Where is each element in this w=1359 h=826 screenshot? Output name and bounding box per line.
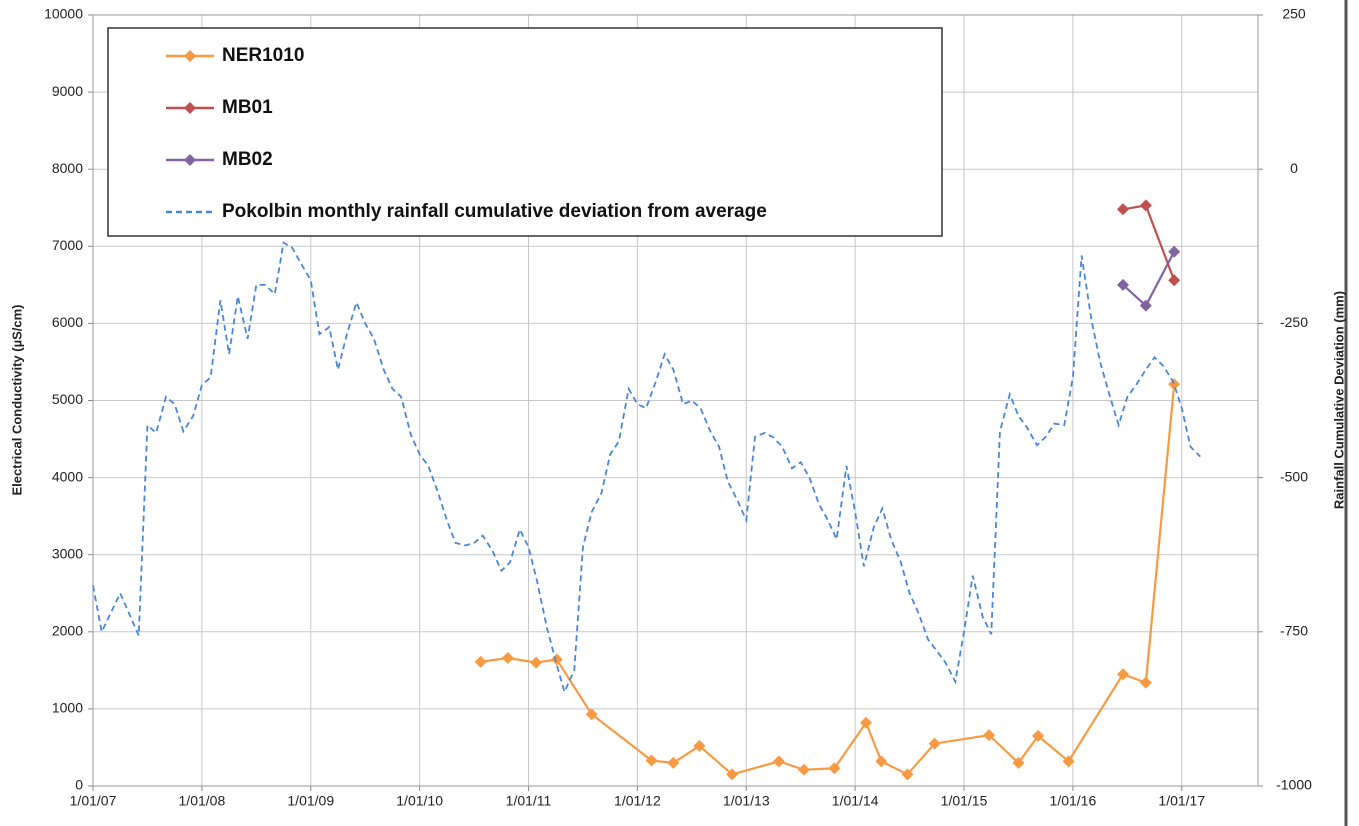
plot-frame bbox=[92, 14, 1259, 787]
data-point bbox=[1012, 756, 1025, 769]
x-tick-label: 1/01/15 bbox=[941, 793, 988, 809]
series-line bbox=[92, 241, 1201, 695]
data-point bbox=[1116, 203, 1129, 216]
data-point bbox=[501, 652, 514, 665]
y-tick-label: 6000 bbox=[52, 314, 83, 330]
y2-tick-label: -750 bbox=[1280, 623, 1308, 639]
data-point bbox=[1116, 668, 1129, 681]
data-point bbox=[1168, 378, 1181, 391]
x-tick-label: 1/01/07 bbox=[70, 793, 117, 809]
x-tick-label: 1/01/08 bbox=[179, 793, 226, 809]
y2-tick-label: -250 bbox=[1280, 314, 1308, 330]
data-point bbox=[1139, 299, 1152, 312]
data-point bbox=[667, 756, 680, 769]
data-point bbox=[726, 768, 739, 781]
data-point bbox=[585, 708, 598, 721]
y-axis-title: Electrical Conductivity (µS/cm) bbox=[9, 305, 24, 496]
data-point bbox=[1168, 245, 1181, 258]
legend-label: NER1010 bbox=[222, 45, 304, 66]
legend-label: MB01 bbox=[222, 97, 273, 118]
y-tick-label: 1000 bbox=[52, 700, 83, 716]
y-tick-label: 2000 bbox=[52, 623, 83, 639]
data-point bbox=[1139, 676, 1152, 689]
legend-box bbox=[107, 27, 943, 237]
y-tick-label: 5000 bbox=[52, 391, 83, 407]
y2-tick-label: -500 bbox=[1280, 468, 1308, 484]
data-point bbox=[928, 737, 941, 750]
data-point bbox=[1116, 278, 1129, 291]
data-point bbox=[1139, 199, 1152, 212]
legend-marker bbox=[184, 154, 196, 166]
data-point bbox=[901, 768, 914, 781]
x-tick-label: 1/01/13 bbox=[723, 793, 770, 809]
legend-label: MB02 bbox=[222, 149, 273, 170]
x-tick-label: 1/01/11 bbox=[506, 793, 552, 809]
data-point bbox=[474, 655, 487, 668]
y2-axis-title: Rainfall Cumulative Deviation (mm) bbox=[1331, 291, 1346, 509]
x-tick-label: 1/01/14 bbox=[832, 793, 879, 809]
data-point bbox=[983, 729, 996, 742]
data-point bbox=[693, 739, 706, 752]
x-tick-label: 1/01/10 bbox=[396, 793, 443, 809]
data-point bbox=[797, 763, 810, 776]
x-tick-label: 1/01/16 bbox=[1050, 793, 1097, 809]
x-tick-label: 1/01/09 bbox=[287, 793, 334, 809]
legend-marker bbox=[184, 50, 196, 62]
legend-label: Pokolbin monthly rainfall cumulative dev… bbox=[222, 201, 767, 222]
data-point bbox=[860, 716, 873, 729]
x-tick-label: 1/01/17 bbox=[1158, 793, 1205, 809]
data-point bbox=[1062, 755, 1075, 768]
data-point bbox=[530, 656, 543, 669]
data-point bbox=[828, 762, 841, 775]
x-tick-label: 1/01/12 bbox=[614, 793, 661, 809]
y2-tick-label: -1000 bbox=[1276, 777, 1312, 793]
y-tick-label: 4000 bbox=[52, 468, 83, 484]
data-point bbox=[1032, 729, 1045, 742]
data-point bbox=[1168, 274, 1181, 287]
data-point bbox=[772, 755, 785, 768]
data-point bbox=[645, 754, 658, 767]
y-tick-label: 9000 bbox=[52, 83, 83, 99]
y-tick-label: 8000 bbox=[52, 160, 83, 176]
data-point bbox=[875, 755, 888, 768]
y-tick-label: 0 bbox=[75, 777, 83, 793]
y-tick-label: 3000 bbox=[52, 545, 83, 561]
y2-tick-label: 0 bbox=[1290, 160, 1298, 176]
y-tick-label: 7000 bbox=[52, 237, 83, 253]
y2-tick-label: 250 bbox=[1282, 6, 1306, 22]
legend-marker bbox=[184, 102, 196, 114]
y-tick-label: 10000 bbox=[44, 6, 83, 22]
